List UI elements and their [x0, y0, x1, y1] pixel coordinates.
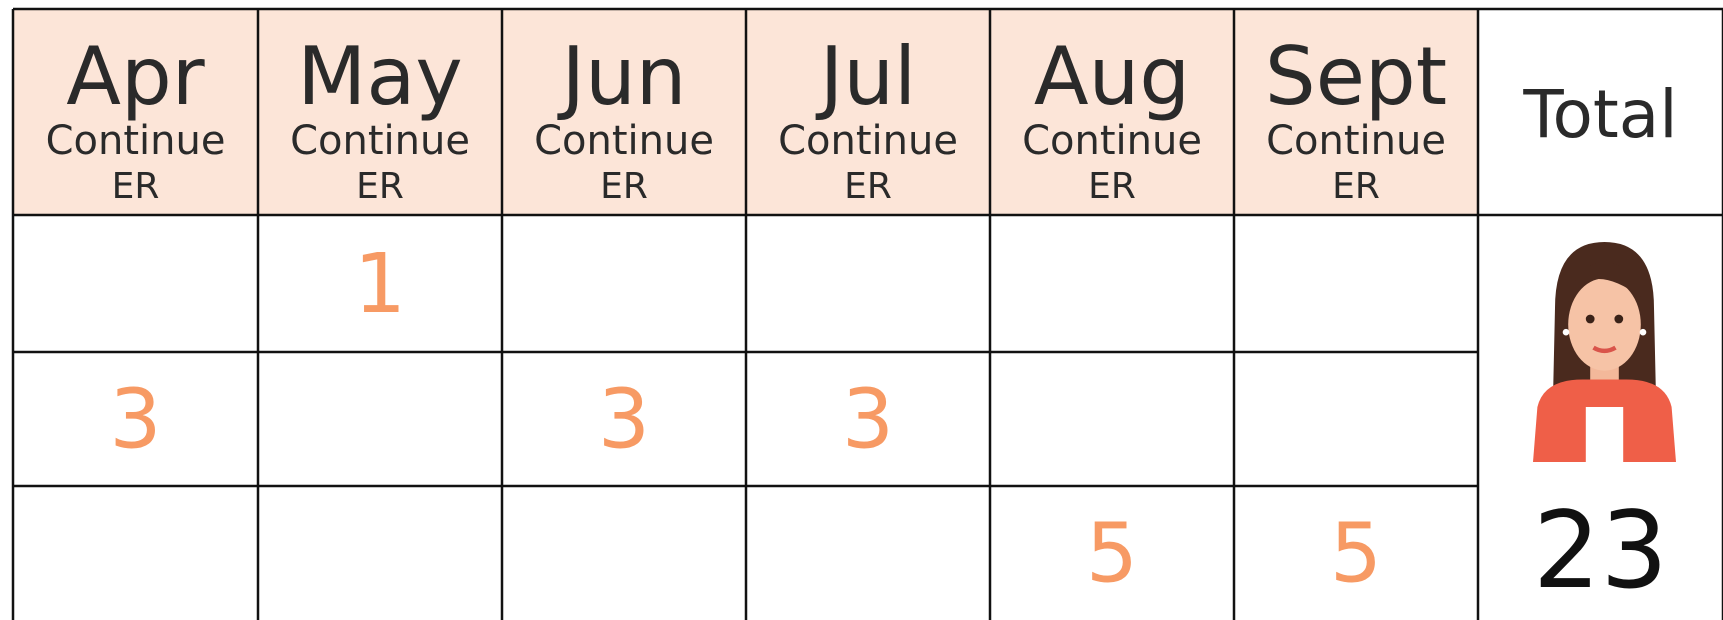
month-subtitle: ER [844, 166, 892, 207]
month-subtitle: ER [1088, 166, 1136, 207]
cell-value: 5 [1086, 506, 1138, 601]
cell-value: 3 [598, 372, 650, 467]
total-value: 23 [1533, 489, 1668, 612]
cell-value: 3 [109, 372, 161, 467]
month-subtitle: Continue [290, 118, 470, 164]
month-subtitle: Continue [534, 118, 714, 164]
month-label: Apr [66, 30, 205, 123]
month-subtitle: ER [1332, 166, 1380, 207]
month-subtitle: Continue [1266, 118, 1446, 164]
total-label: Total [1522, 76, 1677, 153]
month-subtitle: ER [600, 166, 648, 207]
cell-value: 5 [1330, 506, 1382, 601]
month-subtitle: Continue [1022, 118, 1202, 164]
cell-value: 1 [354, 237, 406, 332]
month-subtitle: ER [112, 166, 160, 207]
month-subtitle: Continue [778, 118, 958, 164]
cell-value: 3 [842, 372, 894, 467]
month-label: Jul [815, 30, 917, 123]
month-label: Aug [1034, 30, 1190, 123]
month-subtitle: ER [356, 166, 404, 207]
month-label: May [297, 30, 462, 123]
avatar [1533, 242, 1676, 462]
month-label: Sept [1265, 30, 1447, 123]
month-subtitle: Continue [46, 118, 226, 164]
month-label: Jun [557, 30, 687, 123]
ranking-table: AprContinueERMayContinueERJunContinueERJ… [0, 0, 1723, 620]
